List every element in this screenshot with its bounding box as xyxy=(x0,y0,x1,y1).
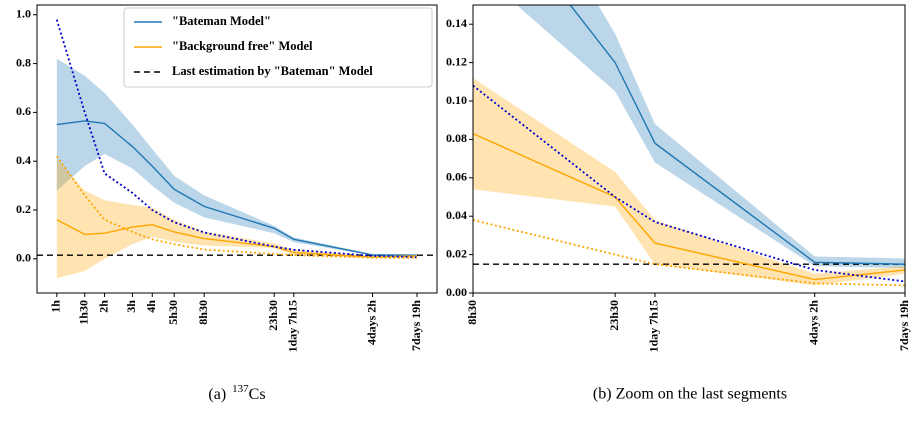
y-tick-label: 0.8 xyxy=(16,55,31,69)
x-tick-label: 8h30 xyxy=(196,300,210,325)
x-tick-label: 23h30 xyxy=(266,300,280,331)
series-line xyxy=(56,155,418,259)
x-tick-label: 1day 7h15 xyxy=(286,300,300,352)
x-tick-label: 4days 2h xyxy=(806,300,820,345)
legend-label: Last estimation by "Bateman" Model xyxy=(172,64,373,78)
x-tick-label: 8h30 xyxy=(465,300,479,325)
plot-area xyxy=(37,19,437,279)
confidence-band xyxy=(516,5,905,269)
x-tick-label: 7days 19h xyxy=(897,300,911,351)
x-tick-label: 1day 7h15 xyxy=(647,300,661,352)
series-line xyxy=(569,5,905,265)
y-tick-label: 1.0 xyxy=(16,7,31,21)
x-tick-label: 23h30 xyxy=(607,300,621,331)
legend-label: "Background free" Model xyxy=(172,39,313,53)
y-tick-label: 0.2 xyxy=(16,202,31,216)
series-line xyxy=(56,219,418,258)
y-tick-label: 0.04 xyxy=(446,208,467,222)
y-tick-label: 0.00 xyxy=(446,285,467,299)
series-line xyxy=(473,133,905,281)
x-tick-label: 4h xyxy=(144,300,158,313)
axes-frame xyxy=(36,4,438,294)
series-line xyxy=(473,84,905,283)
isotope-mass: 137 xyxy=(232,383,249,395)
y-tick-label: 0.02 xyxy=(446,246,467,260)
y-tick-label: 0.6 xyxy=(16,104,31,118)
isotope: Cs xyxy=(249,386,266,403)
confidence-band xyxy=(473,77,905,286)
series-line xyxy=(473,219,905,287)
y-tick-label: 0.10 xyxy=(446,93,467,107)
caption: (a) 137Cs xyxy=(208,383,265,403)
axes-frame xyxy=(472,4,906,294)
y-tick-label: 0.12 xyxy=(446,54,467,68)
caption: (b) Zoom on the last segments xyxy=(593,386,787,403)
x-tick-label: 2h xyxy=(96,300,110,313)
confidence-band xyxy=(56,158,418,279)
x-tick-label: 7days 19h xyxy=(409,300,423,351)
legend-box xyxy=(123,7,433,88)
x-tick-label: 5h30 xyxy=(166,300,180,325)
x-tick-label: 4days 2h xyxy=(364,300,378,345)
caption-label: (a) xyxy=(208,386,226,403)
plot-area xyxy=(473,5,905,287)
y-tick-label: 0.14 xyxy=(446,16,467,30)
series-line xyxy=(56,120,418,256)
series-line xyxy=(55,19,418,259)
y-tick-label: 0.0 xyxy=(16,251,31,265)
x-tick-label: 1h xyxy=(49,300,63,313)
y-tick-label: 0.06 xyxy=(446,170,467,184)
y-tick-label: 0.4 xyxy=(16,153,31,167)
x-tick-label: 3h xyxy=(124,300,138,313)
y-tick-label: 0.08 xyxy=(446,131,467,145)
legend-label: "Bateman Model" xyxy=(172,14,271,28)
x-tick-label: 1h30 xyxy=(76,300,90,325)
